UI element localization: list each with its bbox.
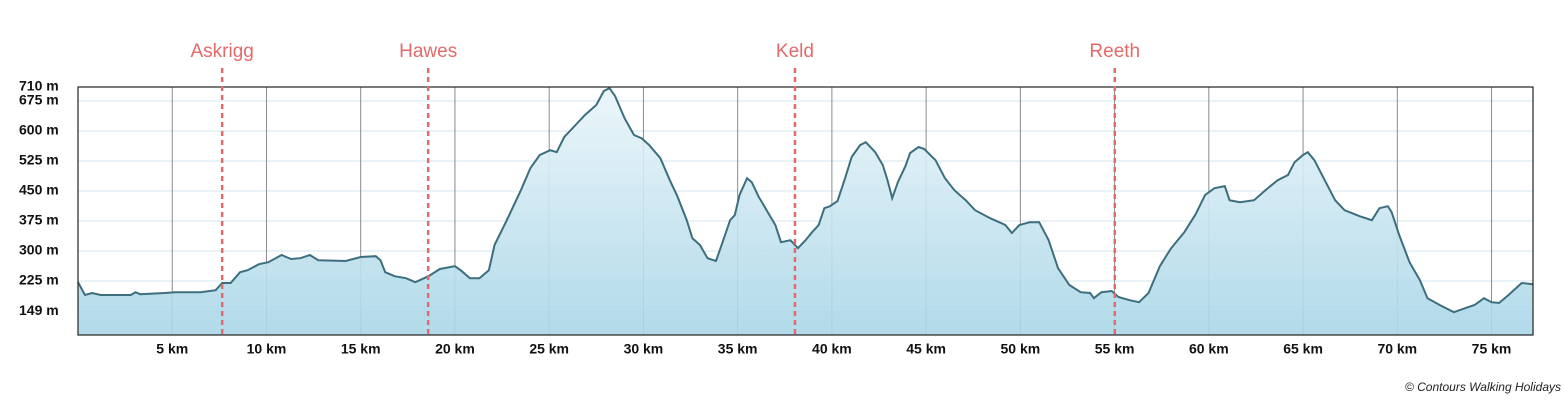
x-tick-label: 30 km <box>624 341 664 357</box>
x-tick-label: 65 km <box>1283 341 1323 357</box>
x-tick-label: 20 km <box>435 341 475 357</box>
line <box>77 86 1534 314</box>
y-tick-label: 600 m <box>19 122 59 138</box>
y-tick-label: 375 m <box>19 212 59 228</box>
y-tick-label: 450 m <box>19 182 59 198</box>
y-tick-label: 710 m <box>19 78 59 94</box>
marker-label: Hawes <box>399 41 457 62</box>
x-tick-label: 45 km <box>906 341 946 357</box>
x-tick-label: 55 km <box>1095 341 1135 357</box>
y-tick-label: 225 m <box>19 272 59 288</box>
x-tick-label: 70 km <box>1377 341 1417 357</box>
x-tick-label: 10 km <box>247 341 287 357</box>
y-tick-label: 300 m <box>19 242 59 258</box>
marker-label: Askrigg <box>191 41 254 62</box>
x-tick-label: 5 km <box>156 341 188 357</box>
plot-frame <box>77 86 1534 336</box>
credit: © Contours Walking Holidays <box>1405 380 1561 394</box>
x-tick-label: 40 km <box>812 341 852 357</box>
x-tick-label: 75 km <box>1472 341 1512 357</box>
x-tick-label: 15 km <box>341 341 381 357</box>
x-tick-label: 60 km <box>1189 341 1229 357</box>
x-tick-label: 50 km <box>1001 341 1041 357</box>
y-tick-label: 149 m <box>19 302 59 318</box>
x-tick-label: 25 km <box>529 341 569 357</box>
x-tick-label: 35 km <box>718 341 758 357</box>
marker-label: Reeth <box>1089 41 1140 62</box>
y-tick-label: 525 m <box>19 152 59 168</box>
y-tick-label: 675 m <box>19 92 59 108</box>
marker-label: Keld <box>776 41 814 62</box>
area <box>78 88 1533 335</box>
